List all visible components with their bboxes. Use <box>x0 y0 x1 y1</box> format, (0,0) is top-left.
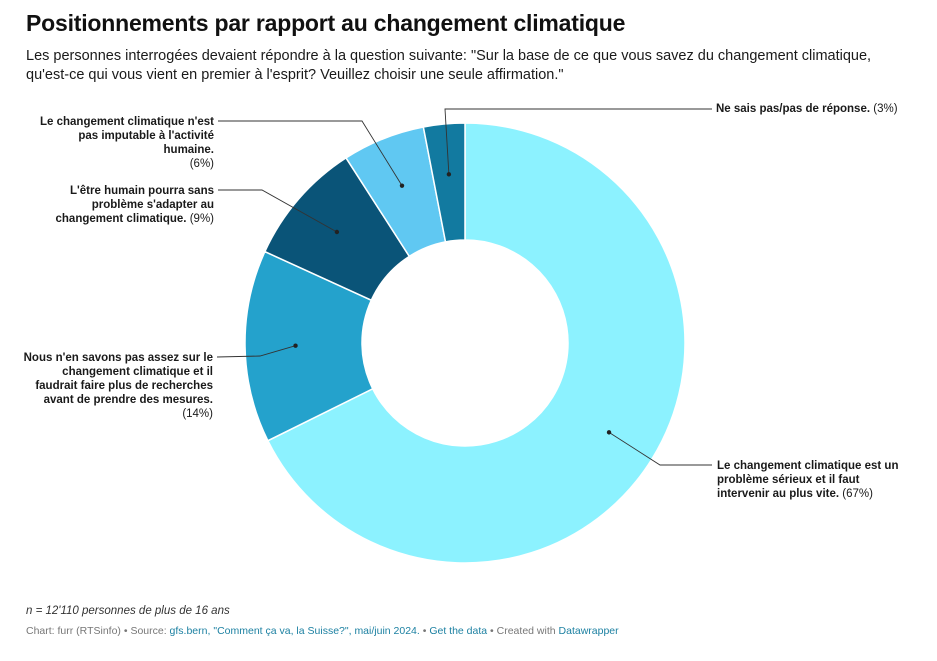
footer-created-with: Created with <box>496 625 559 637</box>
leader-line-2 <box>218 189 338 233</box>
slice-label-4-value: (3%) <box>873 103 898 115</box>
donut-slice-0 <box>266 122 686 564</box>
slice-label-1-value: (14%) <box>182 408 213 420</box>
donut-slice-4 <box>422 122 466 243</box>
source-sep: , <box>207 625 214 637</box>
source-title-link[interactable]: "Comment ça va, la Suisse?", mai/juin 20… <box>213 625 420 637</box>
slice-label-4: Ne sais pas/pas de réponse. (3%) <box>716 102 916 116</box>
slice-label-2-value: (9%) <box>189 213 214 225</box>
slice-label-4-text: Ne sais pas/pas de réponse. <box>716 103 871 115</box>
leader-dot-4 <box>446 172 452 177</box>
leader-line-3 <box>218 120 403 186</box>
get-the-data-link[interactable]: Get the data <box>429 625 488 637</box>
leader-line-1 <box>216 345 296 358</box>
slice-label-3-value: (6%) <box>189 158 214 170</box>
slice-label-1: Nous n'en savons pas assez sur le change… <box>23 351 213 421</box>
leader-dot-2 <box>334 229 340 235</box>
leader-line-0 <box>608 431 712 466</box>
chart-title: Positionnements par rapport au changemen… <box>26 10 626 36</box>
chart-subtitle: Les personnes interrogées devaient répon… <box>26 48 872 83</box>
footer-separator: • <box>419 625 430 637</box>
slice-label-3-text: Le changement climatique n'est pas imput… <box>40 116 214 156</box>
source-org-link[interactable]: gfs.bern <box>169 625 208 637</box>
leader-dot-3 <box>399 183 405 188</box>
sample-note: n = 12'110 personnes de plus de 16 ans <box>26 605 230 617</box>
slice-label-2: L'être humain pourra sans problème s'ada… <box>48 184 215 226</box>
slice-label-0-value: (67%) <box>842 488 873 500</box>
footer-separator: • <box>487 625 497 637</box>
leader-line-4 <box>444 108 712 175</box>
leader-dot-0 <box>606 430 612 435</box>
footer-source-prefix: Source: <box>130 625 170 637</box>
slice-label-1-text: Nous n'en savons pas assez sur le change… <box>23 352 213 406</box>
footer-separator: • <box>120 625 131 637</box>
slice-label-3: Le changement climatique n'est pas imput… <box>26 115 214 171</box>
leader-dot-1 <box>293 343 298 348</box>
slice-label-0: Le changement climatique est un problème… <box>717 459 907 501</box>
slice-label-0-text: Le changement climatique est un problème… <box>717 460 899 500</box>
datawrapper-link[interactable]: Datawrapper <box>558 625 619 637</box>
donut-slice-1 <box>244 250 374 442</box>
chart-footer: Chart: furr (RTSinfo) • Source: gfs.bern… <box>26 625 619 637</box>
slice-label-2-text: L'être humain pourra sans problème s'ada… <box>55 185 215 225</box>
footer-author: Chart: furr (RTSinfo) <box>26 625 121 637</box>
